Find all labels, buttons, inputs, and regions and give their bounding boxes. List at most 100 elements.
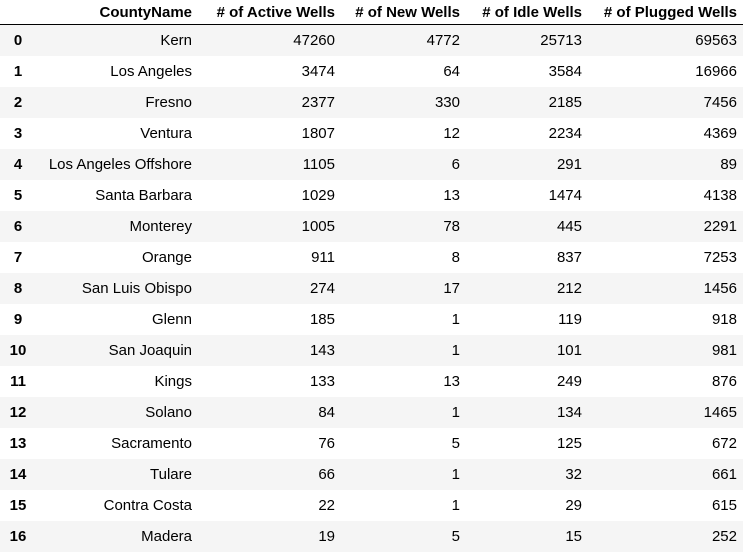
- idle-wells-cell: 2234: [548, 124, 582, 142]
- table-row: 7 Orange 911 8 837 7253: [0, 241, 743, 273]
- plugged-wells-cell: 981: [711, 341, 737, 359]
- idle-wells-cell: 1474: [548, 186, 582, 204]
- table-row: 5 Santa Barbara 1029 13 1474 4138: [0, 179, 743, 211]
- table-row: 12 Solano 84 1 134 1465: [0, 396, 743, 428]
- county-name-cell: Fresno: [145, 93, 192, 111]
- plugged-wells-cell: 69563: [695, 31, 737, 49]
- idle-wells-cell: 3584: [548, 62, 582, 80]
- active-wells-cell: 1029: [301, 186, 335, 204]
- row-index: 2: [13, 93, 23, 111]
- table-row: 6 Monterey 1005 78 445 2291: [0, 210, 743, 242]
- county-name-cell: San Luis Obispo: [81, 279, 192, 297]
- table-row: 8 San Luis Obispo 274 17 212 1456: [0, 272, 743, 304]
- column-header-new-wells: # of New Wells: [341, 0, 466, 25]
- plugged-wells-cell: 672: [711, 434, 737, 452]
- plugged-wells-cell: 2291: [703, 217, 737, 235]
- new-wells-cell: 1: [451, 496, 460, 514]
- county-name-cell: Sacramento: [111, 434, 192, 452]
- table-row: 15 Contra Costa 22 1 29 615: [0, 489, 743, 521]
- table-row: 3 Ventura 1807 12 2234 4369: [0, 117, 743, 149]
- active-wells-cell: 19: [318, 527, 335, 545]
- new-wells-cell: 78: [443, 217, 460, 235]
- table-row: 4 Los Angeles Offshore 1105 6 291 89: [0, 148, 743, 180]
- row-index: 5: [13, 186, 23, 204]
- county-name-cell: Ventura: [140, 124, 192, 142]
- idle-wells-cell: 101: [556, 341, 582, 359]
- row-index: 7: [13, 248, 23, 266]
- active-wells-cell: 76: [318, 434, 335, 452]
- new-wells-cell: 12: [443, 124, 460, 142]
- plugged-wells-cell: 252: [711, 527, 737, 545]
- idle-wells-cell: 212: [556, 279, 582, 297]
- county-name-cell: Tulare: [150, 465, 192, 483]
- idle-wells-cell: 291: [556, 155, 582, 173]
- active-wells-cell: 1105: [302, 155, 335, 173]
- new-wells-cell: 13: [443, 372, 460, 390]
- idle-wells-cell: 15: [565, 527, 582, 545]
- table-body: 0 Kern 47260 4772 25713 69563 1 Los Angeles 3474…: [0, 24, 743, 552]
- county-name-cell: Orange: [141, 248, 192, 266]
- idle-wells-cell: 125: [556, 434, 582, 452]
- plugged-wells-cell: 661: [711, 465, 737, 483]
- new-wells-cell: 1: [451, 403, 460, 421]
- row-index: 15: [9, 496, 27, 514]
- table-row: 2 Fresno 2377 330 2185 7456: [0, 86, 743, 118]
- index-header: [0, 0, 36, 25]
- active-wells-cell: 22: [318, 496, 335, 514]
- active-wells-cell: 1005: [301, 217, 335, 235]
- plugged-wells-cell: 615: [711, 496, 737, 514]
- row-index: 11: [10, 372, 26, 390]
- new-wells-cell: 64: [443, 62, 460, 80]
- plugged-wells-cell: 1456: [703, 279, 737, 297]
- table-row: 9 Glenn 185 1 119 918: [0, 303, 743, 335]
- plugged-wells-cell: 1465: [703, 403, 737, 421]
- idle-wells-cell: 2185: [548, 93, 582, 111]
- county-name-cell: Monterey: [129, 217, 192, 235]
- new-wells-cell: 6: [451, 155, 460, 173]
- idle-wells-cell: 249: [556, 372, 582, 390]
- county-name-cell: Kern: [160, 31, 192, 49]
- active-wells-cell: 66: [318, 465, 335, 483]
- new-wells-cell: 8: [451, 248, 460, 266]
- table-row: 13 Sacramento 76 5 125 672: [0, 427, 743, 459]
- active-wells-cell: 84: [318, 403, 335, 421]
- plugged-wells-cell: 7456: [703, 93, 737, 111]
- county-name-cell: Los Angeles Offshore: [48, 155, 192, 173]
- active-wells-cell: 47260: [293, 31, 335, 49]
- plugged-wells-cell: 16966: [695, 62, 737, 80]
- county-name-cell: Glenn: [151, 310, 192, 328]
- row-index: 12: [9, 403, 27, 421]
- table-row: 14 Tulare 66 1 32 661: [0, 458, 743, 490]
- idle-wells-cell: 32: [565, 465, 582, 483]
- row-index: 6: [13, 217, 23, 235]
- county-name-cell: Los Angeles: [110, 62, 192, 80]
- active-wells-cell: 133: [309, 372, 335, 390]
- county-name-cell: Kings: [154, 372, 192, 390]
- idle-wells-cell: 119: [558, 310, 582, 328]
- idle-wells-cell: 134: [556, 403, 582, 421]
- active-wells-cell: 143: [309, 341, 335, 359]
- new-wells-cell: 13: [443, 186, 460, 204]
- idle-wells-cell: 837: [556, 248, 582, 266]
- active-wells-cell: 3474: [301, 62, 335, 80]
- table-row: 10 San Joaquin 143 1 101 981: [0, 334, 743, 366]
- county-name-cell: San Joaquin: [108, 341, 192, 359]
- active-wells-cell: 274: [309, 279, 335, 297]
- idle-wells-cell: 25713: [540, 31, 582, 49]
- column-header-idle-wells: # of Idle Wells: [466, 0, 588, 25]
- plugged-wells-cell: 876: [711, 372, 737, 390]
- table-row: 16 Madera 19 5 15 252: [0, 520, 743, 552]
- plugged-wells-cell: 4369: [703, 124, 737, 142]
- plugged-wells-cell: 7253: [703, 248, 737, 266]
- active-wells-cell: 2377: [301, 93, 335, 111]
- row-index: 10: [9, 341, 27, 359]
- idle-wells-cell: 445: [556, 217, 582, 235]
- row-index: 14: [9, 465, 27, 483]
- active-wells-cell: 1807: [301, 124, 335, 142]
- table-row: 0 Kern 47260 4772 25713 69563: [0, 24, 743, 56]
- table-header: CountyName # of Active Wells # of New We…: [0, 0, 743, 25]
- new-wells-cell: 330: [434, 93, 460, 111]
- column-header-county-name: CountyName: [36, 0, 198, 25]
- column-header-active-wells: # of Active Wells: [198, 0, 341, 25]
